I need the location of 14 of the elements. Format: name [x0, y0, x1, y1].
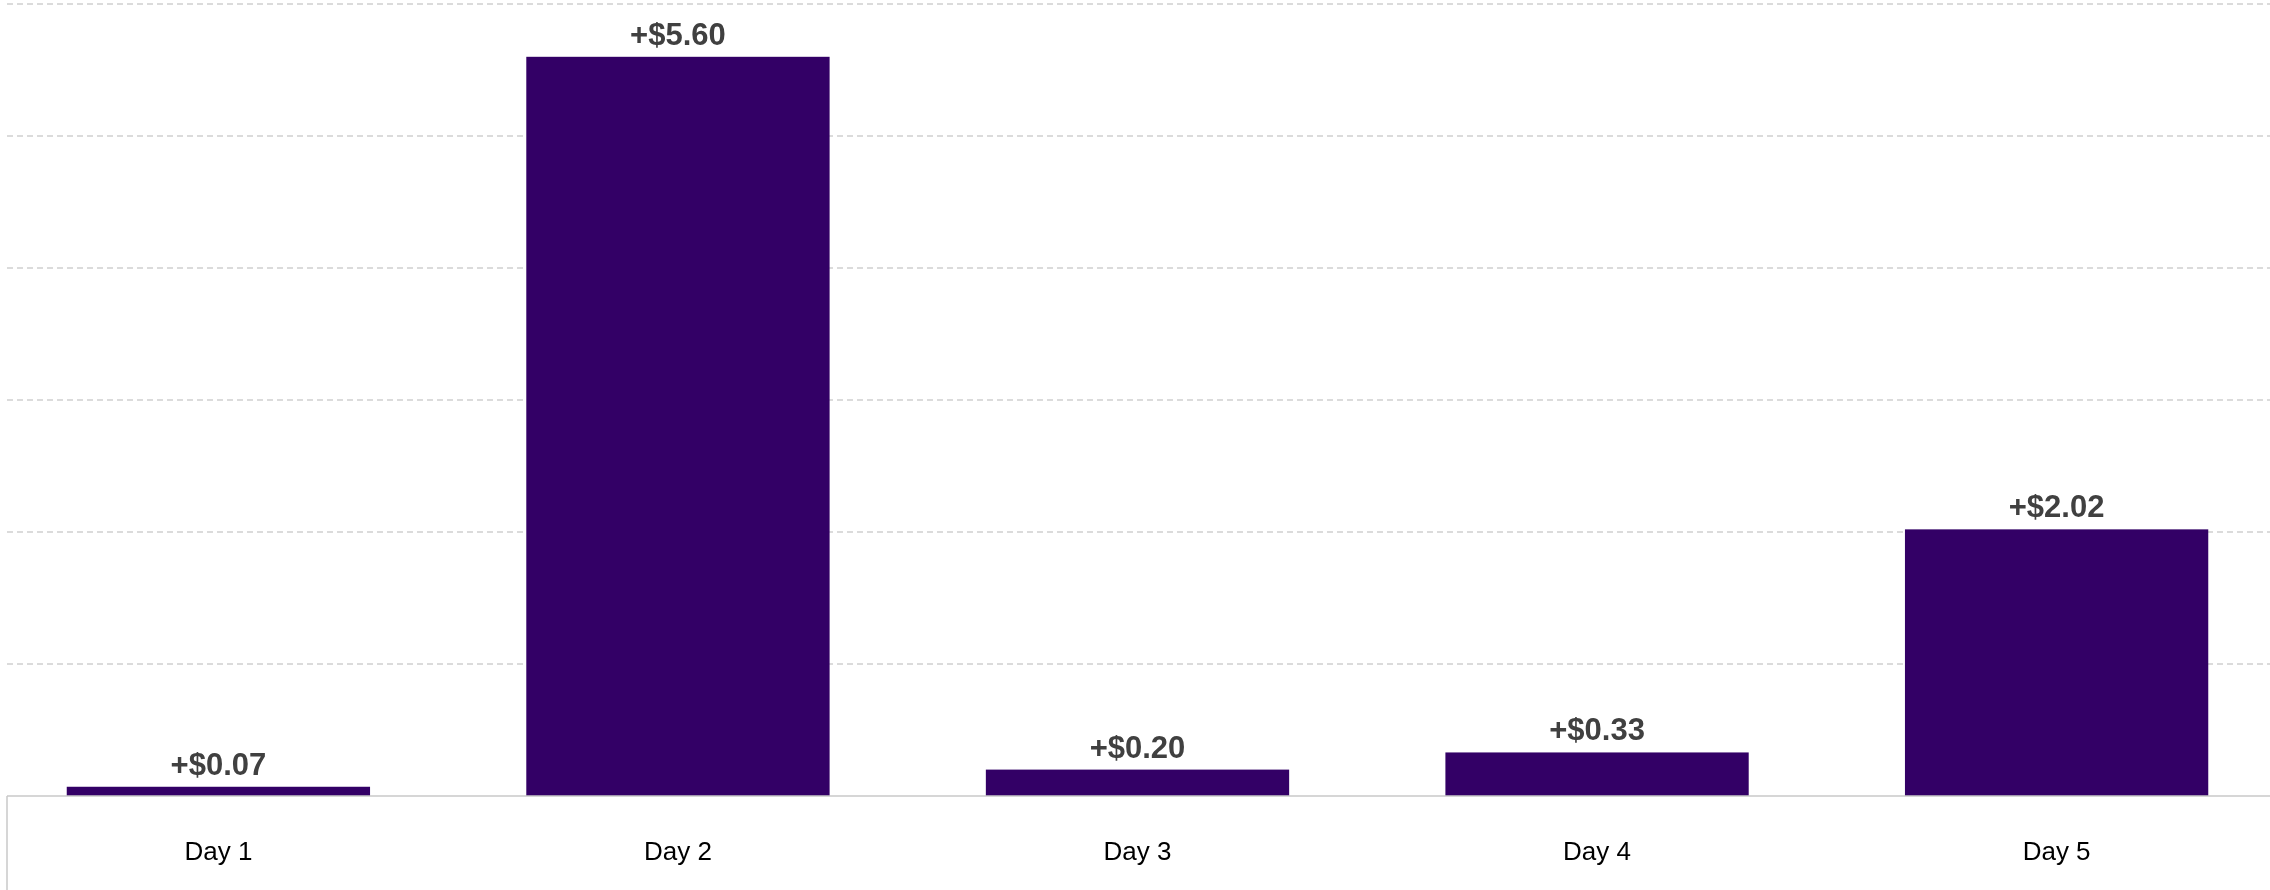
data-label: +$0.33	[1549, 712, 1645, 748]
data-label: +$2.02	[2008, 489, 2105, 525]
bar	[985, 769, 1290, 796]
x-tick-label: Day 4	[1563, 836, 1632, 866]
data-label: +$0.20	[1089, 729, 1186, 765]
bar	[1904, 529, 2209, 796]
x-tick-label: Day 1	[184, 836, 253, 866]
bar	[526, 56, 830, 796]
bar	[1445, 752, 1749, 796]
x-tick-label: Day 2	[643, 836, 712, 866]
data-label: +$5.60	[630, 16, 726, 52]
data-label: +$0.07	[170, 746, 267, 782]
x-tick-label: Day 5	[2022, 836, 2091, 866]
x-tick-label: Day 3	[1103, 836, 1172, 866]
